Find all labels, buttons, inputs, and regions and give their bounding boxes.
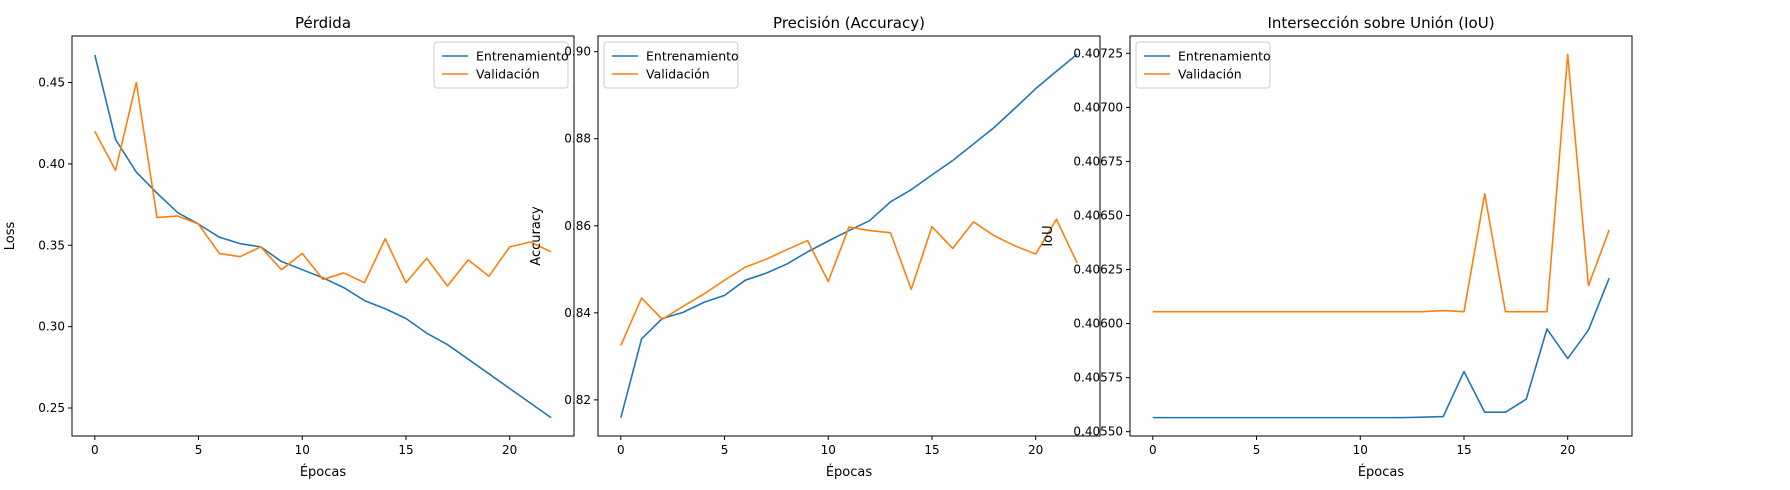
legend: Entrenamiento Validación [1135,41,1271,89]
x-tick-label: 20 [1028,443,1043,457]
y-tick-label: 0.30 [38,320,65,334]
y-tick-label: 0.40725 [1073,46,1123,60]
legend-label: Entrenamiento [476,49,569,64]
chart-title: Pérdida [295,14,351,32]
series-line-train [94,54,552,419]
chart-panel-1: Pérdida 0 5 10 15 20 0.25 0.30 0.35 0.40 0.45 Época… [3,14,575,480]
y-tick-label: 0.35 [38,238,65,252]
series-line-train [620,53,1078,418]
y-tick-label: 0.40700 [1073,100,1123,114]
y-tick-label: 0.88 [564,132,591,146]
x-tick-label: 5 [721,443,729,457]
y-tick-label: 0.25 [38,401,65,415]
y-tick-label: 0.82 [564,393,591,407]
x-tick-label: 20 [502,443,517,457]
x-tick-label: 15 [1456,443,1471,457]
series-line-val [620,218,1078,346]
chart-title: Precisión (Accuracy) [773,14,925,32]
series-line-val [94,81,552,287]
legend: Entrenamiento Validación [433,41,569,89]
chart-title: Intersección sobre Unión (IoU) [1267,14,1494,32]
y-tick-label: 0.84 [564,306,591,320]
series-line-val [1152,53,1610,313]
x-tick-label: 0 [617,443,625,457]
y-tick-label: 0.40675 [1073,154,1123,168]
y-tick-label: 0.40650 [1073,208,1123,222]
chart-panel-3: Intersección sobre Unión (IoU) 0 5 10 15 20 0.… [1041,14,1633,480]
legend-label: Entrenamiento [1178,49,1271,64]
legend-box [433,41,569,89]
legend-label: Entrenamiento [646,49,739,64]
x-tick-label: 10 [821,443,836,457]
legend-label: Validación [476,67,540,82]
x-axis-label: Épocas [1358,464,1405,480]
chart-panel-2: Precisión (Accuracy) 0 5 10 15 20 0.82 0.84 0.86… [529,14,1101,480]
x-tick-label: 5 [195,443,203,457]
legend: Entrenamiento Validación [603,41,739,89]
legend-box [603,41,739,89]
y-tick-label: 0.40600 [1073,317,1123,331]
legend-label: Validación [646,67,710,82]
plot-frame [1129,35,1633,437]
y-tick-label: 0.40550 [1073,425,1123,439]
x-tick-label: 15 [398,443,413,457]
y-tick-label: 0.86 [564,219,591,233]
x-tick-label: 10 [295,443,310,457]
y-axis-label: IoU [1041,225,1056,246]
x-tick-label: 10 [1353,443,1368,457]
x-tick-label: 5 [1253,443,1261,457]
y-tick-label: 0.40625 [1073,263,1123,277]
x-tick-label: 20 [1560,443,1575,457]
y-tick-label: 0.45 [38,76,65,90]
y-tick-label: 0.40575 [1073,371,1123,385]
x-tick-label: 0 [1149,443,1157,457]
y-tick-label: 0.40 [38,157,65,171]
plot-frame [597,35,1101,437]
x-tick-label: 15 [924,443,939,457]
x-axis-label: Épocas [826,464,873,480]
series-line-train [1152,277,1610,419]
plot-frame [71,35,575,437]
legend-box [1135,41,1271,89]
y-tick-label: 0.90 [564,45,591,59]
y-axis-label: Accuracy [529,206,544,266]
x-axis-label: Épocas [300,464,347,480]
y-axis-label: Loss [3,222,18,251]
legend-label: Validación [1178,67,1242,82]
x-tick-label: 0 [91,443,99,457]
